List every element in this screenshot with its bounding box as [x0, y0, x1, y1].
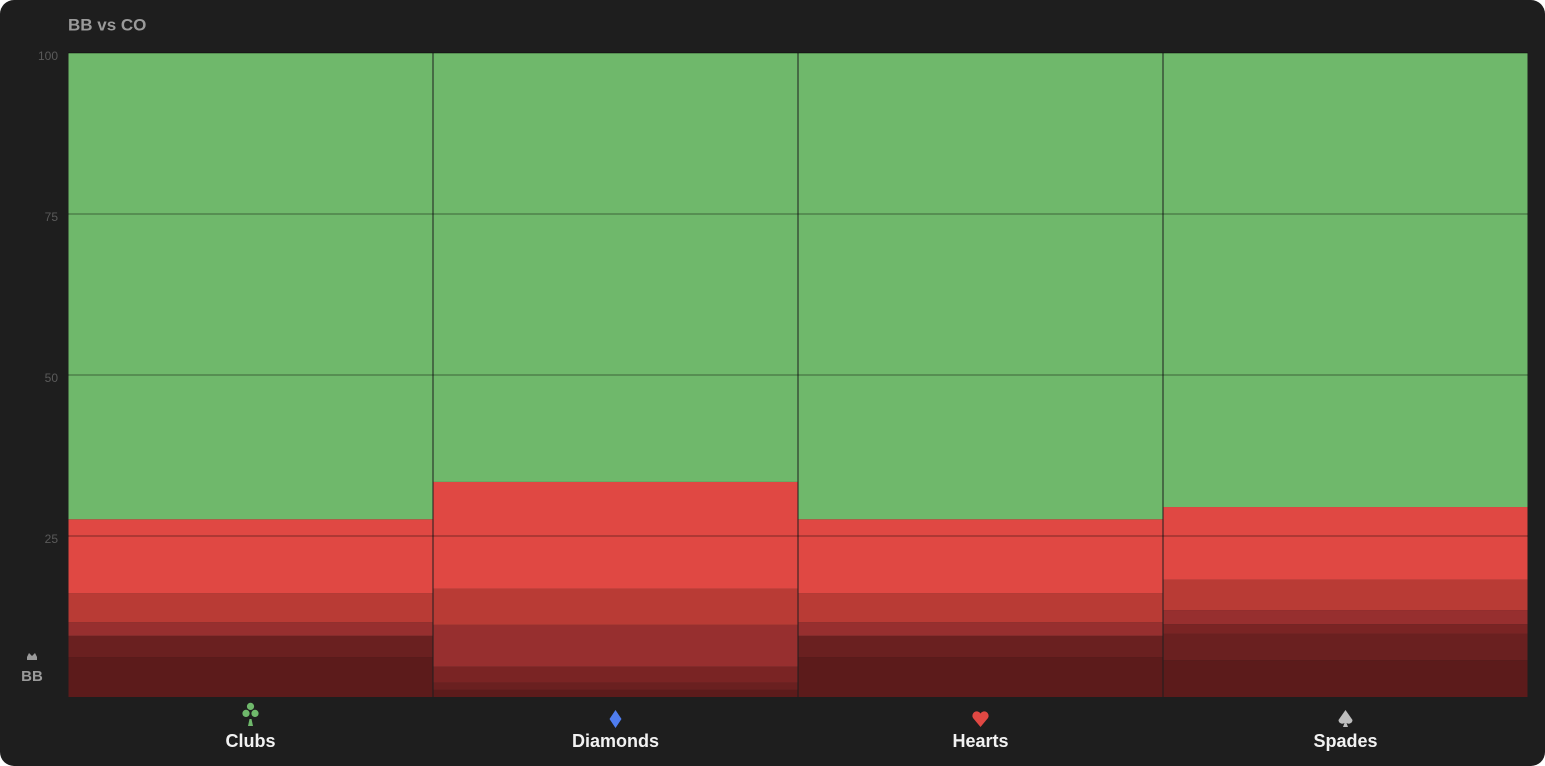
y-tick-label: 75	[45, 210, 59, 224]
bar-segment	[68, 657, 433, 697]
bar-segment	[1163, 579, 1528, 611]
bar-segment	[433, 588, 798, 625]
bar-segment	[1163, 624, 1528, 634]
bar-segment	[68, 622, 433, 636]
bar-segment	[798, 593, 1163, 623]
y-tick-label: 100	[38, 49, 58, 63]
bar-segment	[433, 682, 798, 690]
bar-segment	[433, 666, 798, 683]
bar-segment	[1163, 660, 1528, 697]
bar-segment	[1163, 507, 1528, 580]
y-tick-label: 25	[45, 532, 59, 546]
x-tick-label: Diamonds	[572, 731, 659, 751]
bar-segment	[798, 53, 1163, 520]
x-tick-label: Clubs	[225, 731, 275, 751]
bar-segment	[68, 635, 433, 658]
bar-segment	[798, 635, 1163, 658]
x-tick-label: Hearts	[952, 731, 1008, 751]
bar-segment	[68, 593, 433, 623]
bar-segment	[798, 622, 1163, 636]
bar-segment	[68, 53, 433, 520]
chart-title: BB vs CO	[68, 15, 146, 34]
crown-icon	[27, 653, 37, 660]
player-label: BB	[21, 668, 43, 685]
bar-segment	[1163, 610, 1528, 625]
bar-segment	[1163, 633, 1528, 661]
bar-segment	[433, 624, 798, 667]
bar-segment	[798, 519, 1163, 594]
bar-segment	[433, 481, 798, 589]
bar-segment	[798, 657, 1163, 697]
bar-segment	[68, 519, 433, 594]
suit-icon	[972, 711, 989, 727]
y-tick-label: 50	[45, 371, 59, 385]
suit-icon	[242, 702, 259, 726]
suit-icon	[609, 710, 622, 728]
suit-icon	[1338, 710, 1353, 727]
bar-segment	[1163, 53, 1528, 508]
bar-segment	[433, 53, 798, 482]
bar-segment	[433, 689, 798, 697]
x-tick-label: Spades	[1313, 731, 1377, 751]
